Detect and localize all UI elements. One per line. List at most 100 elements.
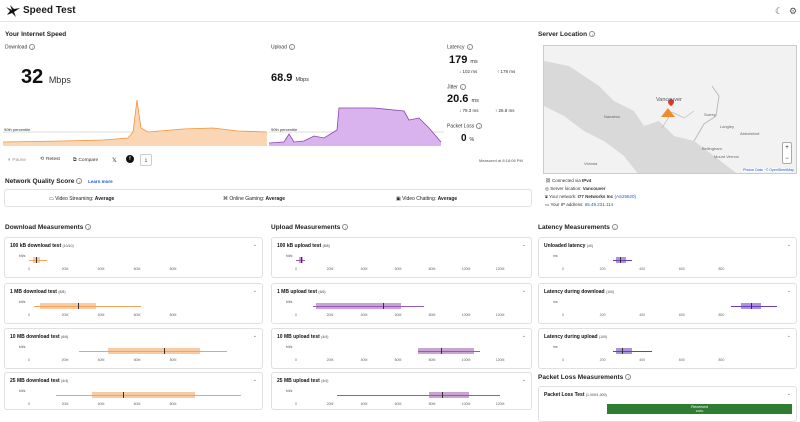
download-meas-card: 1 MB download test (8/8) ⌄ bit/s 0 20M 40M 60M… xyxy=(4,283,263,324)
axis-tick-label: 20M xyxy=(326,358,334,362)
upload-label: Upload i xyxy=(271,44,295,50)
measured-at: Measured at 8:18:06 PM xyxy=(479,158,523,163)
jitter-value: 20.6 ms xyxy=(447,93,479,105)
axis-tick-label: 600 xyxy=(678,313,685,317)
box-plot xyxy=(616,348,633,354)
axis-tick-label: 100M xyxy=(461,358,471,362)
chevron-down-icon[interactable]: ⌄ xyxy=(786,242,791,248)
latency-up: ↑ 178 ms xyxy=(497,69,516,74)
latency-meas-card: Latency during download (100) ⌄ ms 0 200 400 6… xyxy=(538,283,797,324)
card-title: 25 MB download test (4/4) xyxy=(10,378,69,384)
connection-info: ⛓ Connected via IPv4 xyxy=(545,178,592,183)
learn-more-link[interactable]: Learn more xyxy=(88,179,113,184)
axis-unit-label: ms xyxy=(553,254,558,258)
app-title: Speed Test xyxy=(23,5,76,16)
chevron-down-icon[interactable]: ⌄ xyxy=(521,242,526,248)
axis-unit-label: ms xyxy=(553,345,558,349)
map-attribution[interactable]: Photon Data · © OpenStreetMap xyxy=(743,168,794,172)
axis-tick-label: 800 xyxy=(718,267,725,271)
settings-icon[interactable]: ⚙ xyxy=(788,6,798,16)
map-land xyxy=(544,46,796,173)
axis-tick-label: 60M xyxy=(394,313,402,317)
info-icon[interactable]: i xyxy=(611,224,618,231)
download-meas-card: 100 kB download test (10/10) ⌄ bit/s 0 20M 40… xyxy=(4,237,263,278)
chevron-down-icon[interactable]: ⌄ xyxy=(521,333,526,339)
axis-tick-label: 80M xyxy=(169,402,177,406)
median-marker xyxy=(301,257,302,263)
axis-tick-label: 0 xyxy=(28,313,30,317)
asn-link[interactable]: (AS25820) xyxy=(614,194,636,199)
chevron-down-icon[interactable]: ⌄ xyxy=(786,333,791,339)
download-results-icon[interactable]: ⤓ xyxy=(140,154,152,166)
axis-tick-label: 80M xyxy=(169,358,177,362)
chevron-down-icon[interactable]: ⌄ xyxy=(521,377,526,383)
network-quality-title: Network Quality Score i Learn more xyxy=(5,178,113,185)
info-icon[interactable]: i xyxy=(85,224,92,231)
upload-meas-card: 1 MB upload test (6/6) ⌄ bit/s 0 20M 40M 60M 80… xyxy=(271,283,532,324)
info-icon[interactable]: i xyxy=(625,374,632,381)
info-icon[interactable]: i xyxy=(589,31,596,38)
axis-tick-label: 0 xyxy=(562,267,564,271)
axis-tick-label: 40M xyxy=(97,402,105,406)
x-share-icon[interactable]: 𝕏 xyxy=(112,158,117,164)
retest-button[interactable]: ⟲ Retest xyxy=(40,157,60,162)
upload-meas-card: 10 MB upload test (4/4) ⌄ bit/s 0 20M 40M 60M 8… xyxy=(271,328,532,369)
axis-tick-label: 20M xyxy=(326,313,334,317)
info-icon[interactable]: i xyxy=(288,44,295,50)
speed-section-title: Your Internet Speed xyxy=(5,31,67,38)
moon-icon[interactable]: ☾ xyxy=(774,6,784,16)
axis-tick-label: 40M xyxy=(360,267,368,271)
zoom-in-button[interactable]: + xyxy=(785,145,789,151)
whisker xyxy=(612,351,653,352)
chevron-down-icon[interactable]: ⌄ xyxy=(252,242,257,248)
server-map[interactable]: Vancouver Surrey Bellingham Victoria Lan… xyxy=(543,45,797,174)
app-header: Speed Test ☾ ⚙ xyxy=(0,0,800,22)
latency-label: Latency i xyxy=(447,44,473,50)
chevron-down-icon[interactable]: ⌄ xyxy=(786,391,791,397)
axis-tick-label: 40M xyxy=(360,402,368,406)
card-title: 1 MB upload test (6/6) xyxy=(277,289,326,295)
gamepad-icon: ⌘ xyxy=(223,196,228,202)
chevron-down-icon[interactable]: ⌄ xyxy=(252,377,257,383)
chevron-down-icon[interactable]: ⌄ xyxy=(786,288,791,294)
chevron-down-icon[interactable]: ⌄ xyxy=(521,288,526,294)
axis-tick-label: 400 xyxy=(639,358,646,362)
pause-button[interactable]: ⏸ Pause xyxy=(8,157,27,164)
axis-tick-label: 60M xyxy=(394,402,402,406)
info-icon[interactable]: i xyxy=(342,224,349,231)
chevron-down-icon[interactable]: ⌄ xyxy=(252,288,257,294)
info-icon[interactable]: i xyxy=(466,44,473,50)
map-label: Bellingham xyxy=(702,146,722,151)
axis-tick-label: 400 xyxy=(639,267,646,271)
axis-tick-label: 80M xyxy=(428,358,436,362)
info-icon[interactable]: i xyxy=(476,123,483,129)
axis-tick-label: 60M xyxy=(133,267,141,271)
facebook-icon[interactable]: f xyxy=(126,155,134,163)
info-icon[interactable]: i xyxy=(76,178,83,185)
axis-tick-label: 40M xyxy=(360,358,368,362)
zoom-out-button[interactable]: − xyxy=(785,156,789,162)
axis-tick-label: 0 xyxy=(28,267,30,271)
video-chatting-score: ▣ Video Chatting: Average xyxy=(396,196,458,202)
chevron-down-icon[interactable]: ⌄ xyxy=(252,333,257,339)
axis-tick-label: 120M xyxy=(495,358,505,362)
axis-unit-label: bit/s xyxy=(19,345,26,349)
latency-down: ↓ 102 ms xyxy=(459,69,478,74)
axis-tick-label: 800 xyxy=(718,358,725,362)
axis-tick-label: 120M xyxy=(495,402,505,406)
axis-unit-label: bit/s xyxy=(19,300,26,304)
packet-loss-label: Packet Loss i xyxy=(447,123,483,129)
axis-unit-label: bit/s xyxy=(19,389,26,393)
download-meas-card: 10 MB download test (6/6) ⌄ bit/s 0 20M 40M 60… xyxy=(4,328,263,369)
latency-value: 179 ms xyxy=(449,54,478,66)
info-icon[interactable]: i xyxy=(29,44,36,50)
axis-tick-label: 80M xyxy=(169,267,177,271)
zoom-controls: + − xyxy=(782,142,792,164)
axis-tick-label: 40M xyxy=(97,267,105,271)
axis-tick-label: 200 xyxy=(599,358,606,362)
info-icon[interactable]: i xyxy=(459,84,466,90)
received-bar: Received 100% xyxy=(607,404,792,414)
compare-button[interactable]: ⧉ Compare xyxy=(73,157,99,164)
median-marker xyxy=(164,348,165,354)
box-plot xyxy=(299,257,303,263)
